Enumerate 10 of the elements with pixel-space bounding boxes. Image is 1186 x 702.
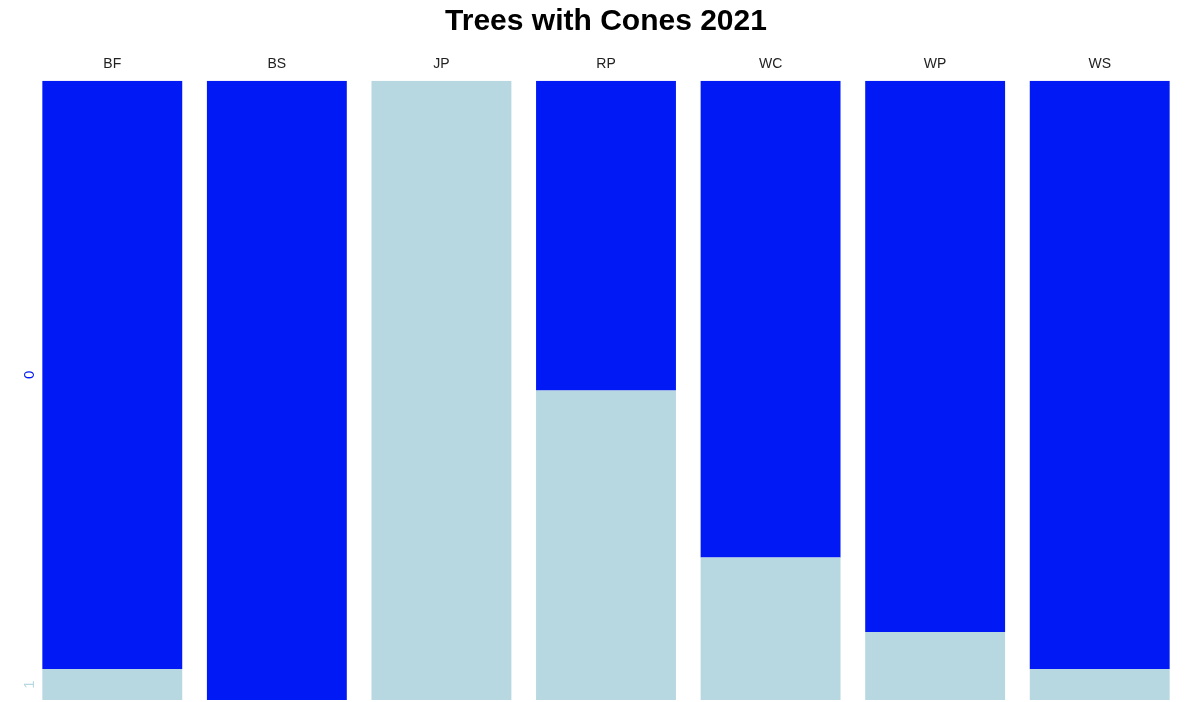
x-tick-label: BF bbox=[103, 55, 122, 72]
x-tick-label: RP bbox=[596, 55, 616, 72]
x-tick-label: JP bbox=[433, 55, 450, 72]
x-tick-label: BS bbox=[267, 55, 287, 72]
x-tick-label: WC bbox=[758, 55, 783, 72]
text: 0 bbox=[20, 370, 38, 380]
x-tick-label: WP bbox=[923, 55, 947, 72]
x-tick-label: WS bbox=[1088, 55, 1111, 72]
chart-title: Trees with Cones 2021 bbox=[445, 3, 767, 37]
text: 1 bbox=[20, 680, 38, 689]
